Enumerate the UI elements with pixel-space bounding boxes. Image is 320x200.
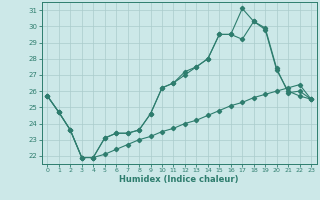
X-axis label: Humidex (Indice chaleur): Humidex (Indice chaleur) <box>119 175 239 184</box>
